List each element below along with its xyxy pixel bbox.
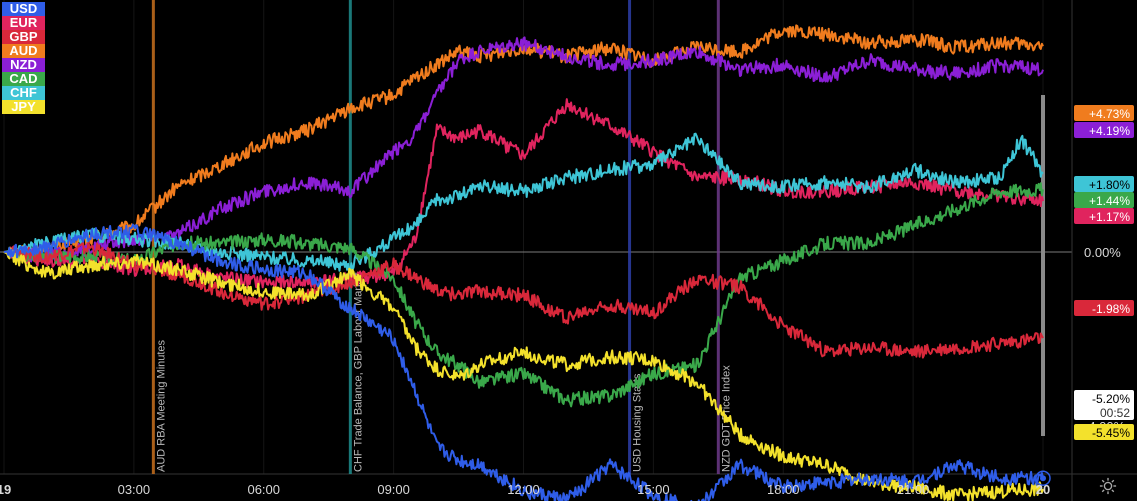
end-label: +4.73% [1089, 107, 1130, 121]
legend-item-nzd[interactable]: NZD [2, 58, 45, 72]
event-label: AUD RBA Meeting Minutes [155, 339, 167, 472]
legend-item-usd[interactable]: USD [2, 2, 45, 16]
end-label: +4.19% [1089, 124, 1130, 138]
end-label: +1.80% [1089, 178, 1130, 192]
x-tick-label: 12:00 [507, 482, 540, 497]
end-label-box [1074, 208, 1134, 224]
x-tick-label: 06:00 [247, 482, 280, 497]
x-tick-label: 18:00 [767, 482, 800, 497]
x-tick-label: 15:00 [637, 482, 670, 497]
gear-icon[interactable] [1099, 477, 1117, 495]
series-line-jpy [3, 247, 1044, 501]
series-line-aud [3, 24, 1044, 259]
legend-item-chf[interactable]: CHF [2, 86, 45, 100]
cursor-dot [1035, 470, 1051, 486]
legend-item-gbp[interactable]: GBP [2, 30, 45, 44]
series-line-cad [3, 182, 1044, 408]
legend: USD EUR GBP AUD NZD CAD CHF JPY [2, 2, 45, 114]
end-label: -1.98% [1092, 302, 1130, 316]
event-label: USD Housing Starts [632, 373, 644, 472]
x-tick-label: 19 [0, 482, 11, 497]
series-line-nzd [3, 36, 1044, 264]
end-label-box [1074, 105, 1134, 121]
legend-item-cad[interactable]: CAD [2, 72, 45, 86]
series-line-usd [3, 223, 1044, 501]
end-label-box [1074, 390, 1134, 420]
end-label: +1.17% [1089, 210, 1130, 224]
end-label: +1.44% [1089, 194, 1130, 208]
end-label-box [1074, 122, 1134, 138]
end-label: -5.20% [1092, 392, 1130, 406]
x-tick-label: 21:00 [897, 482, 930, 497]
end-label-box [1074, 176, 1134, 192]
event-label: CHF Trade Balance, GBP Labour Market [352, 272, 364, 472]
legend-item-aud[interactable]: AUD [2, 44, 45, 58]
y-tick-label: 0.00% [1084, 245, 1121, 260]
end-label: -5.45% [1092, 426, 1130, 440]
end-label-box [1074, 424, 1134, 440]
legend-item-jpy[interactable]: JPY [2, 100, 45, 114]
end-label-box [1074, 300, 1134, 316]
end-label-box [1074, 192, 1134, 208]
x-tick-label: 03:00 [118, 482, 151, 497]
cursor-dot-center [1040, 475, 1046, 482]
end-label-countdown: 00:52 [1100, 406, 1130, 420]
x-tick-label: 09:00 [377, 482, 410, 497]
legend-item-eur[interactable]: EUR [2, 16, 45, 30]
x-tick-label: 20 [1036, 482, 1050, 497]
